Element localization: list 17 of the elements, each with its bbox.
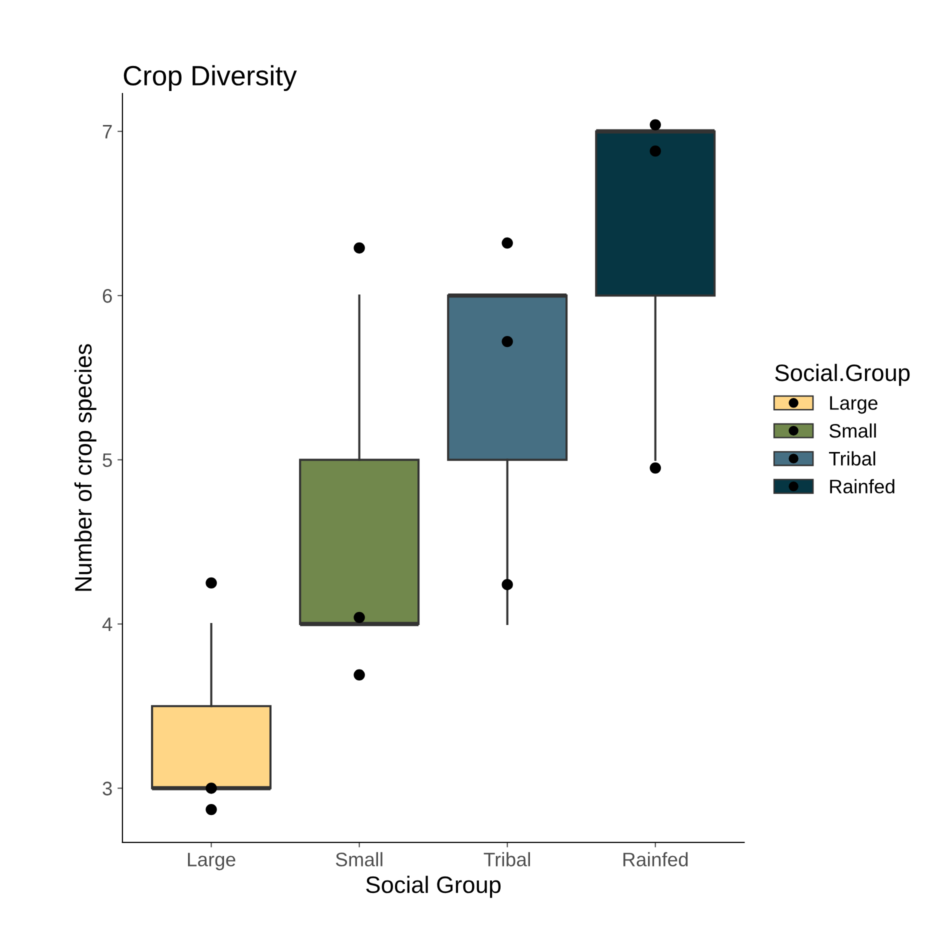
x-tick-label: Large (188, 852, 236, 870)
legend-label: Small (829, 423, 876, 438)
x-tick-label: Tribal (484, 852, 530, 866)
y-tick-label: 3 (102, 782, 112, 796)
y-axis-title: Number of crop species (74, 344, 96, 591)
x-axis-title: Social Group (366, 876, 501, 898)
chart-title: Crop Diversity (124, 65, 297, 92)
y-tick-label: 6 (102, 289, 112, 303)
legend-label: Tribal (828, 451, 876, 466)
legend-title: Social.Group (775, 364, 910, 386)
y-tick-label: 4 (102, 618, 112, 632)
legend-label: Rainfed (830, 479, 894, 494)
x-tick-label: Rainfed (623, 852, 688, 866)
y-tick-label: 7 (102, 125, 112, 138)
y-tick-label: 5 (102, 453, 112, 468)
legend-label: Large (830, 396, 878, 414)
x-tick-label: Small (336, 852, 382, 866)
